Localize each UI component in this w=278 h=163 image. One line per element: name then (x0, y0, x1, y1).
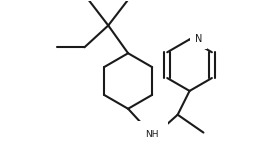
Text: NH: NH (145, 130, 159, 139)
Text: N: N (195, 34, 202, 44)
